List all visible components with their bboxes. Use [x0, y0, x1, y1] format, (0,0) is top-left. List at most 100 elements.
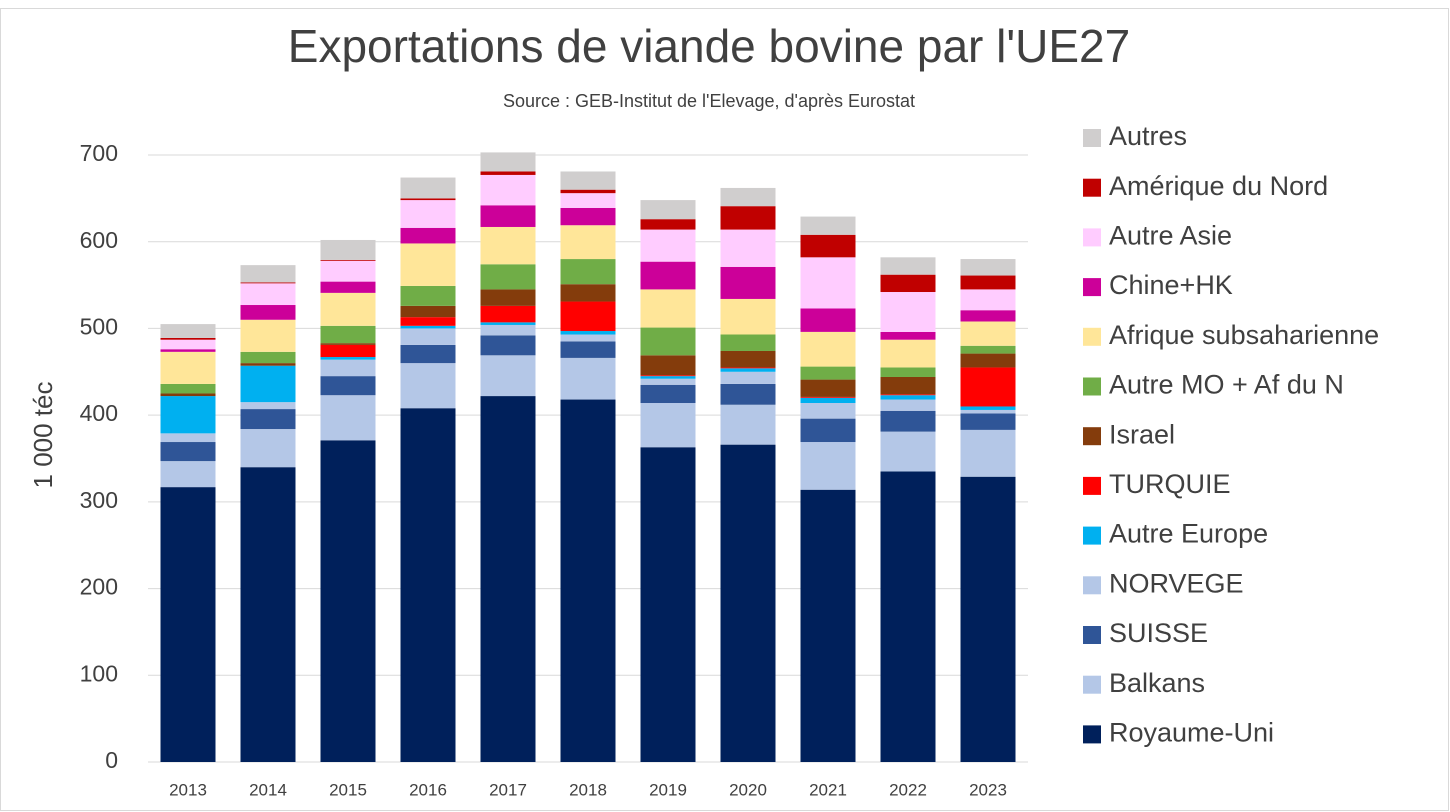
bar-segment [720, 367, 776, 369]
legend-label: Royaume-Uni [1109, 718, 1274, 748]
bar-segment [960, 409, 1016, 414]
bar-segment [880, 399, 936, 411]
bar-segment [240, 363, 296, 366]
bar-segment [800, 403, 856, 419]
x-tick-label: 2019 [649, 780, 687, 799]
legend-swatch [1083, 526, 1101, 545]
legend-label: Autres [1109, 121, 1187, 151]
bar-segment [640, 327, 696, 356]
bar-segment [960, 259, 1016, 276]
bar-segment [640, 375, 696, 377]
bar-segment [160, 339, 216, 350]
bar-segment [880, 274, 936, 293]
bar-segment [800, 331, 856, 367]
bar-segment [320, 376, 376, 396]
legend-swatch [1083, 278, 1101, 297]
bar-segment [560, 334, 616, 342]
bar-segment [800, 308, 856, 332]
bar-segment [240, 467, 296, 762]
bar-segment [320, 344, 376, 358]
bar-segment [400, 344, 456, 364]
legend-label: Afrique subsaharienne [1109, 320, 1379, 350]
bar-segment [400, 243, 456, 286]
bar-segment [640, 376, 696, 379]
bar-segment [560, 207, 616, 226]
bar-segment [400, 408, 456, 762]
bar-segment [720, 350, 776, 368]
bar-segment [560, 284, 616, 302]
bar-segment [320, 343, 376, 345]
legend-swatch [1083, 178, 1101, 197]
bar-segment [720, 334, 776, 351]
x-tick-label: 2016 [409, 780, 447, 799]
bar-segment [640, 355, 696, 376]
bar-segment [800, 379, 856, 397]
bar-segment [880, 331, 936, 340]
bar-segment [480, 152, 536, 172]
x-tick-label: 2020 [729, 780, 767, 799]
y-tick-label: 200 [80, 574, 118, 600]
bar-segment [240, 402, 296, 410]
y-tick-label: 0 [105, 747, 118, 773]
bar-segment [720, 368, 776, 372]
y-tick-label: 300 [80, 487, 118, 513]
bar-segment [160, 324, 216, 338]
bar-segment [480, 289, 536, 306]
bar-segment [400, 328, 456, 345]
bar-segment [800, 216, 856, 235]
legend-label: Autre MO + Af du N [1109, 370, 1344, 400]
bar-segment [560, 357, 616, 400]
bar-segment [320, 281, 376, 293]
bar-segment [720, 229, 776, 267]
bar-segment [400, 227, 456, 244]
bar-segment [240, 409, 296, 430]
x-tick-label: 2022 [889, 780, 927, 799]
bar-segment [480, 396, 536, 762]
bar-segment [560, 399, 616, 762]
bar-segment [480, 324, 536, 336]
x-tick-label: 2017 [489, 780, 527, 799]
bar-segment [400, 285, 456, 306]
bar-segment [720, 206, 776, 230]
y-tick-label: 600 [80, 227, 118, 253]
bar-segment [560, 171, 616, 190]
bar-segment [160, 461, 216, 488]
x-tick-label: 2023 [969, 780, 1007, 799]
bar-segment [560, 193, 616, 208]
bar-segment [880, 431, 936, 472]
bar-segment [640, 219, 696, 230]
bar-segment [160, 442, 216, 462]
legend-swatch [1083, 427, 1101, 446]
bar-segment [400, 200, 456, 228]
legend-swatch [1083, 377, 1101, 396]
bar-segment [960, 429, 1016, 477]
bar-segment [800, 442, 856, 490]
bar-segment [480, 226, 536, 265]
y-tick-label: 500 [80, 314, 118, 340]
bar-segment [800, 396, 856, 398]
legend-swatch [1083, 476, 1101, 495]
legend-swatch [1083, 129, 1101, 147]
bar-segment [720, 444, 776, 762]
bar-segment [640, 289, 696, 328]
bar-segment [480, 305, 536, 323]
bar-segment [960, 289, 1016, 311]
x-tick-label: 2018 [569, 780, 607, 799]
bar-segment [160, 351, 216, 384]
bar-segment [960, 345, 1016, 354]
legend-label: Balkans [1109, 668, 1205, 698]
bar-segment [560, 341, 616, 358]
legend-label: TURQUIE [1109, 469, 1231, 499]
bar-segment [880, 376, 936, 395]
bar-segment [720, 266, 776, 299]
x-tick-label: 2014 [249, 780, 287, 799]
bar-segment [800, 234, 856, 258]
chart-title: Exportations de viande bovine par l'UE27 [288, 20, 1130, 72]
bar-segment [240, 351, 296, 364]
bar-segment [800, 257, 856, 309]
bar-segment [240, 319, 296, 352]
bar-segment [960, 367, 1016, 407]
y-tick-label: 400 [80, 400, 118, 426]
y-tick-label: 100 [80, 660, 118, 686]
